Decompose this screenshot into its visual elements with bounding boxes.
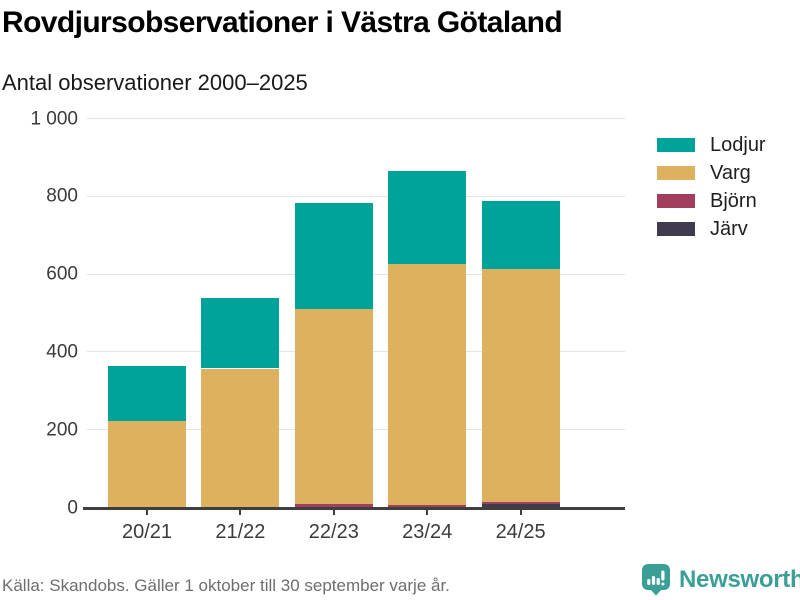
chart-legend: Lodjur Varg Björn Järv <box>657 131 766 243</box>
bar-20/21-varg <box>108 421 186 507</box>
bar-24/25-björn <box>481 502 560 504</box>
newsworthy-icon <box>642 564 670 596</box>
x-axis-tick-21/22 <box>239 508 242 515</box>
y-axis-label-800: 800 <box>46 185 78 207</box>
legend-item-järv: Järv <box>657 215 766 243</box>
legend-item-björn: Björn <box>657 187 766 215</box>
x-axis-label-24/25: 24/25 <box>495 521 546 543</box>
legend-swatch-järv <box>657 222 695 236</box>
page-title: Rovdjursobservationer i Västra Götaland <box>2 6 563 39</box>
x-axis-tick-24/25 <box>519 508 522 515</box>
bar-24/25-järv <box>481 503 560 507</box>
newsworthy-logo: Newsworthy <box>641 563 800 596</box>
bar-24/25-lodjur <box>481 200 560 269</box>
legend-swatch-björn <box>657 194 695 208</box>
bar-22/23-varg <box>294 309 373 504</box>
legend-item-varg: Varg <box>657 159 766 187</box>
gridline-1000 <box>87 118 625 119</box>
legend-swatch-varg <box>657 166 695 180</box>
bar-22/23-björn <box>294 503 373 507</box>
x-axis-tick-23/24 <box>426 508 429 515</box>
y-axis-label-600: 600 <box>46 263 78 285</box>
bar-20/21-lodjur <box>108 366 186 422</box>
legend-swatch-lodjur <box>657 138 695 152</box>
bar-22/23-lodjur <box>294 202 373 310</box>
source-note: Källa: Skandobs. Gäller 1 oktober till 3… <box>2 576 450 595</box>
x-axis-label-20/21: 20/21 <box>121 521 173 543</box>
bar-23/24-lodjur <box>388 170 467 264</box>
y-axis-label-400: 400 <box>46 341 78 363</box>
x-axis-label-22/23: 22/23 <box>308 521 359 543</box>
y-axis-label-1000: 1 000 <box>30 108 78 129</box>
x-axis-tick-20/21 <box>146 508 148 515</box>
x-axis-line <box>83 507 625 510</box>
bar-23/24-björn <box>388 505 467 507</box>
bar-23/24-varg <box>388 263 467 506</box>
gridline-800 <box>87 195 625 197</box>
chart-subtitle: Antal observationer 2000–2025 <box>2 70 308 95</box>
bar-21/22-varg <box>201 368 280 507</box>
x-axis-label-21/22: 21/22 <box>215 521 266 543</box>
x-axis-tick-22/23 <box>332 508 335 515</box>
legend-label-järv: Järv <box>710 217 748 240</box>
y-axis-label-200: 200 <box>46 419 78 441</box>
bar-24/25-varg <box>481 268 560 503</box>
bar-21/22-lodjur <box>201 297 280 369</box>
legend-item-lodjur: Lodjur <box>657 131 766 159</box>
x-axis-label-23/24: 23/24 <box>402 521 453 543</box>
legend-label-björn: Björn <box>710 189 757 212</box>
legend-label-lodjur: Lodjur <box>710 133 766 156</box>
brand-wordmark: Newsworthy <box>679 565 800 593</box>
y-axis-label-0: 0 <box>67 497 78 518</box>
legend-label-varg: Varg <box>710 161 751 184</box>
